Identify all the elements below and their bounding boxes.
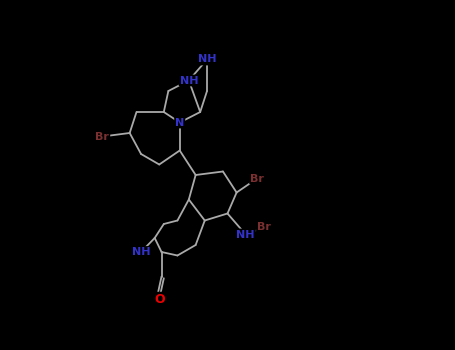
Text: O: O bbox=[154, 293, 165, 306]
Text: Br: Br bbox=[96, 132, 109, 141]
Text: Br: Br bbox=[257, 223, 271, 232]
Text: NH: NH bbox=[198, 55, 216, 64]
Text: NH: NH bbox=[237, 230, 255, 239]
Text: N: N bbox=[175, 118, 184, 127]
Text: Br: Br bbox=[250, 174, 264, 183]
Text: NH: NH bbox=[180, 76, 198, 85]
Text: NH: NH bbox=[132, 247, 150, 257]
